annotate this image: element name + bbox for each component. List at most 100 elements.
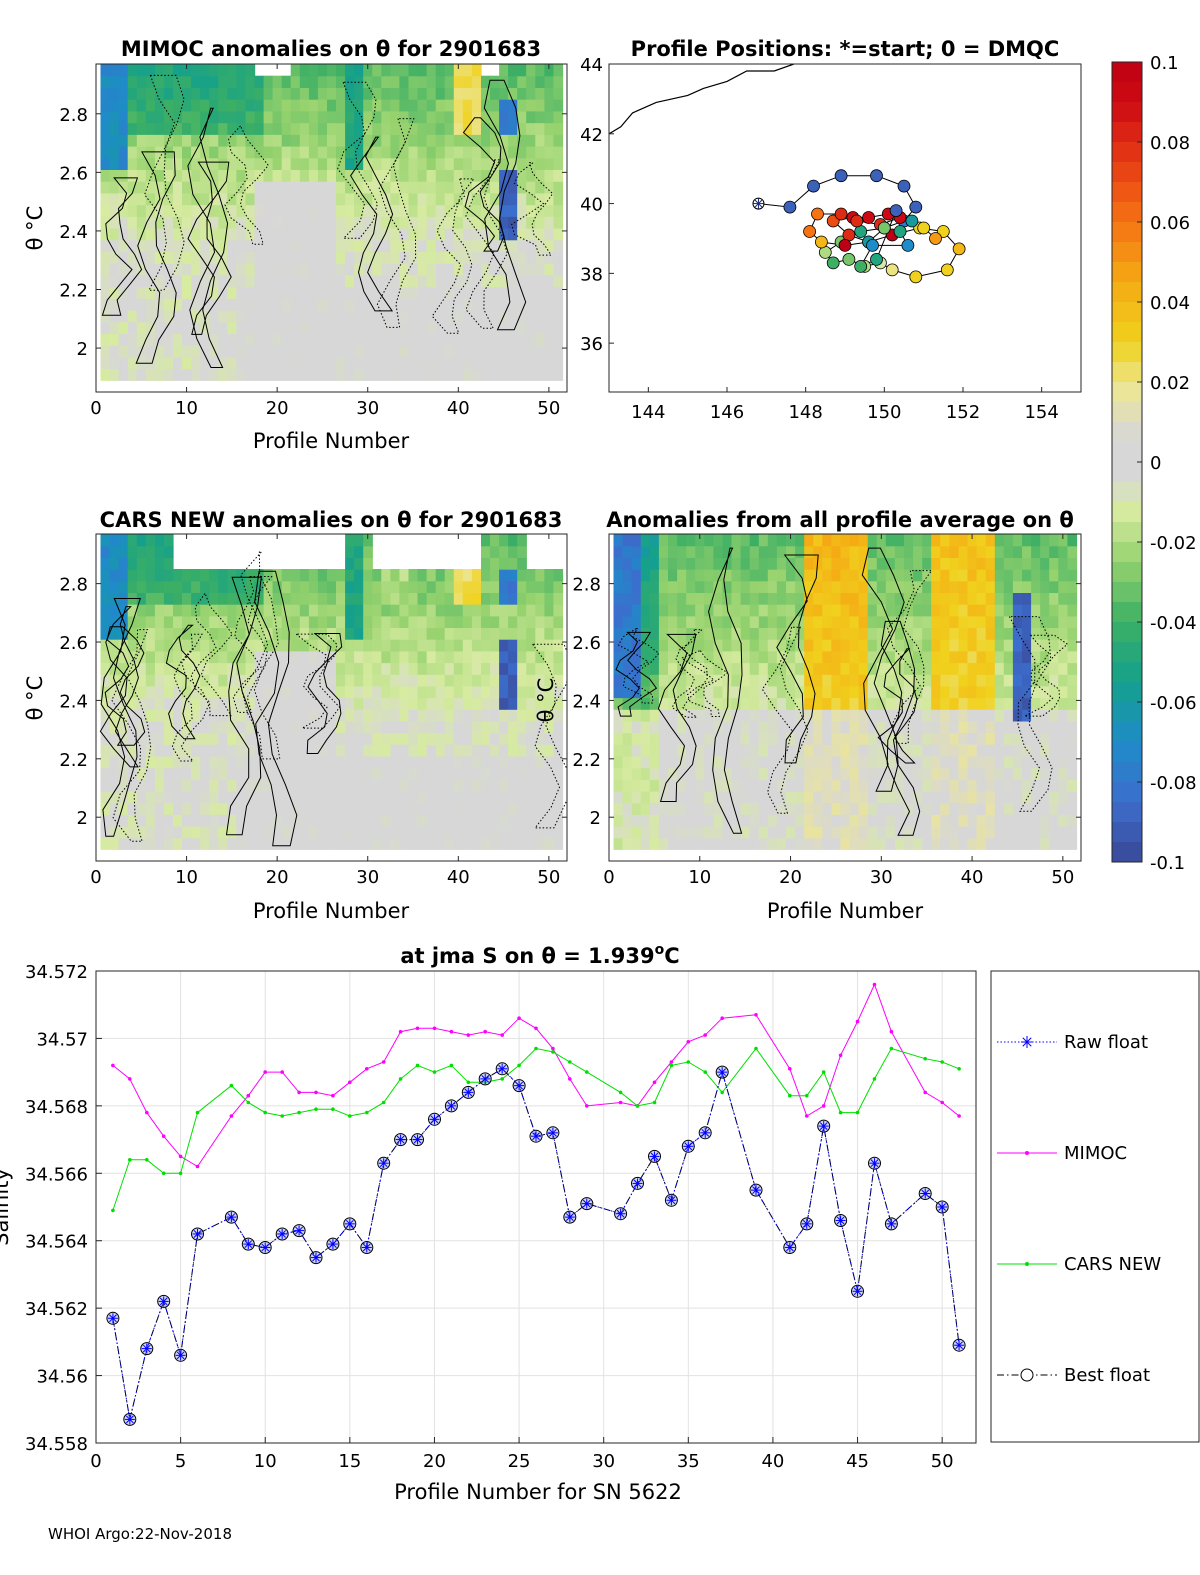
heatmap-cell bbox=[508, 356, 518, 370]
data-point-spoke bbox=[582, 1199, 591, 1208]
heatmap-cell bbox=[1067, 802, 1078, 815]
heatmap-cell bbox=[858, 814, 869, 827]
heatmap-cell bbox=[444, 685, 455, 699]
heatmap-cell bbox=[631, 755, 642, 769]
heatmap-cell bbox=[154, 639, 165, 652]
data-point bbox=[889, 1029, 894, 1034]
heatmap-cell bbox=[976, 685, 987, 699]
heatmap-cell bbox=[345, 697, 355, 710]
heatmap-cell bbox=[640, 779, 651, 792]
heatmap-cell bbox=[290, 674, 301, 687]
heatmap-cell bbox=[1058, 545, 1068, 558]
heatmap-cell bbox=[191, 650, 201, 664]
heatmap-cell bbox=[299, 356, 310, 370]
heatmap-cell bbox=[876, 580, 887, 593]
data-point bbox=[920, 1188, 931, 1199]
heatmap-cell bbox=[453, 286, 464, 299]
heatmap-cell bbox=[1022, 790, 1032, 804]
heatmap-cell bbox=[336, 662, 346, 675]
heatmap-cell bbox=[236, 333, 247, 346]
heatmap-cell bbox=[354, 755, 364, 769]
heatmap-cell bbox=[390, 99, 401, 112]
data-point bbox=[517, 1016, 521, 1020]
heatmap-cell bbox=[813, 592, 823, 605]
heatmap-cell bbox=[795, 627, 805, 640]
heatmap-cell bbox=[967, 639, 978, 652]
heatmap-cell bbox=[517, 592, 527, 605]
heatmap-cell bbox=[281, 310, 292, 323]
profile-position-point bbox=[854, 259, 868, 273]
heatmap-cell bbox=[758, 732, 769, 745]
heatmap-cell bbox=[867, 826, 878, 839]
heatmap-cell bbox=[254, 99, 265, 112]
heatmap-cell bbox=[804, 592, 814, 605]
heatmap-cell bbox=[1049, 639, 1059, 652]
heatmap-cell bbox=[976, 662, 987, 675]
heatmap-cell bbox=[345, 814, 355, 827]
heatmap-cell bbox=[354, 204, 364, 217]
heatmap-cell bbox=[272, 310, 283, 323]
heatmap-cell bbox=[163, 286, 174, 299]
heatmap-cell bbox=[931, 639, 941, 652]
heatmap-cell bbox=[444, 122, 455, 135]
heatmap-cell bbox=[535, 627, 545, 640]
heatmap-cell bbox=[354, 239, 364, 252]
heatmap-cell bbox=[317, 368, 328, 381]
heatmap-cell bbox=[245, 87, 256, 100]
heatmap-cell bbox=[553, 274, 564, 288]
heatmap-cell bbox=[408, 274, 419, 288]
heatmap-cell bbox=[227, 720, 237, 734]
heatmap-cell bbox=[263, 204, 274, 217]
heatmap-cell bbox=[290, 263, 301, 276]
heatmap-cell bbox=[544, 345, 555, 358]
heatmap-cell bbox=[381, 157, 391, 170]
heatmap-cell bbox=[553, 286, 564, 299]
heatmap-cell bbox=[218, 569, 228, 582]
data-point bbox=[957, 1114, 961, 1118]
heatmap-cell bbox=[1012, 767, 1023, 780]
heatmap-cell bbox=[668, 744, 678, 757]
heatmap-cell bbox=[145, 75, 156, 88]
heatmap-cell bbox=[731, 767, 742, 780]
heatmap-cell bbox=[236, 239, 247, 252]
heatmap-cell bbox=[867, 615, 878, 628]
heatmap-cell bbox=[109, 122, 120, 135]
heatmap-cell bbox=[867, 837, 878, 850]
data-point-spoke bbox=[481, 1074, 490, 1083]
heatmap-cell bbox=[740, 826, 751, 839]
heatmap-cell bbox=[372, 709, 382, 722]
heatmap-cell bbox=[272, 790, 283, 804]
data-point bbox=[923, 1090, 927, 1095]
heatmap-cell bbox=[658, 557, 669, 570]
heatmap-cell bbox=[553, 639, 564, 652]
heatmap-cell bbox=[299, 263, 310, 276]
heatmap-cell bbox=[840, 732, 851, 745]
heatmap-cell bbox=[327, 779, 337, 792]
heatmap-cell bbox=[776, 837, 787, 850]
heatmap-cell bbox=[435, 345, 446, 358]
heatmap-cell bbox=[535, 697, 545, 710]
heatmap-cell bbox=[508, 321, 518, 334]
heatmap-cell bbox=[363, 310, 373, 323]
heatmap-cell bbox=[695, 767, 705, 780]
heatmap-cell bbox=[381, 169, 391, 182]
heatmap-cell bbox=[173, 779, 183, 792]
heatmap-cell bbox=[544, 755, 555, 769]
heatmap-cell bbox=[118, 87, 129, 100]
heatmap-cell bbox=[354, 87, 364, 100]
heatmap-cell bbox=[940, 837, 950, 850]
heatmap-cell bbox=[163, 592, 174, 605]
heatmap-cell bbox=[767, 720, 778, 734]
heatmap-cell bbox=[136, 580, 147, 593]
heatmap-cell bbox=[804, 604, 814, 617]
heatmap-cell bbox=[345, 228, 355, 241]
heatmap-cell bbox=[686, 604, 696, 617]
heatmap-cell bbox=[622, 697, 633, 710]
heatmap-cell bbox=[695, 674, 705, 687]
heatmap-cell bbox=[100, 310, 111, 323]
heatmap-cell bbox=[173, 298, 183, 311]
heatmap-cell bbox=[553, 569, 564, 582]
heatmap-cell bbox=[163, 837, 174, 850]
heatmap-cell bbox=[1012, 592, 1023, 605]
heatmap-cell bbox=[508, 286, 518, 299]
